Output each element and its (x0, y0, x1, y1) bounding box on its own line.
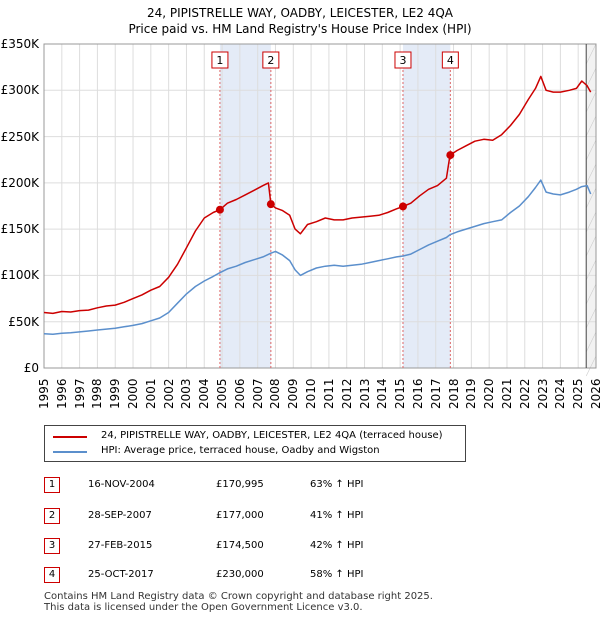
sale-marker-label: 3 (399, 54, 406, 67)
y-tick-label: £350K (0, 37, 39, 51)
forecast-hatch (585, 283, 597, 305)
forecast-region (586, 44, 596, 368)
transaction-hpi: 63% ↑ HPI (310, 479, 364, 490)
sale-period-shade (219, 44, 271, 368)
y-tick-label: £150K (0, 222, 39, 237)
sale-marker-label: 4 (447, 54, 454, 67)
transaction-price: £230,000 (216, 569, 264, 580)
footer-copyright: Contains HM Land Registry data © Crown c… (44, 591, 433, 602)
plot-frame (43, 43, 597, 369)
footer-licence: This data is licensed under the Open Gov… (44, 602, 363, 613)
hpi-line (43, 179, 592, 335)
sale-point (398, 202, 407, 211)
transaction-price: £177,000 (216, 510, 264, 521)
legend-label-property: 24, PIPISTRELLE WAY, OADBY, LEICESTER, L… (101, 430, 443, 441)
transaction-price: £174,500 (216, 540, 264, 551)
transaction-date: 27-FEB-2015 (88, 540, 153, 551)
sale-marker-box (394, 51, 412, 69)
price-chart: 1 2 3 4 (43, 43, 597, 377)
sale-point (215, 205, 224, 214)
y-tick-label: £250K (0, 129, 39, 144)
y-tick-label: £100K (0, 268, 39, 283)
transaction-hpi: 41% ↑ HPI (310, 510, 364, 521)
transaction-marker: 4 (44, 567, 60, 583)
y-tick-label: £0 (23, 361, 39, 375)
legend: 24, PIPISTRELLE WAY, OADBY, LEICESTER, L… (44, 425, 466, 462)
sale-marker-label: 2 (267, 54, 274, 67)
forecast-hatch (585, 307, 597, 329)
forecast-hatch (585, 355, 597, 377)
forecast-hatch (585, 139, 597, 161)
sale-point (446, 151, 455, 160)
transaction-date: 25-OCT-2017 (88, 569, 154, 580)
forecast-hatch (585, 67, 597, 89)
transaction-hpi: 42% ↑ HPI (310, 540, 364, 551)
transaction-marker: 3 (44, 538, 60, 554)
plot-area (44, 44, 596, 368)
sale-marker-label: 1 (216, 54, 223, 67)
legend-swatch-hpi (53, 451, 87, 453)
transaction-hpi: 58% ↑ HPI (310, 569, 364, 580)
y-tick-label: £300K (0, 83, 39, 98)
transaction-date: 28-SEP-2007 (88, 510, 152, 521)
legend-swatch-property (53, 436, 87, 438)
y-tick-label: £200K (0, 175, 39, 190)
transaction-date: 16-NOV-2004 (88, 479, 155, 490)
sale-marker-box (211, 51, 229, 69)
y-tick-label: £50K (8, 314, 39, 329)
forecast-hatch (585, 43, 597, 65)
forecast-hatch (585, 115, 597, 137)
legend-label-hpi: HPI: Average price, terraced house, Oadb… (101, 445, 380, 456)
chart-title: 24, PIPISTRELLE WAY, OADBY, LEICESTER, L… (146, 6, 454, 20)
forecast-hatch (585, 91, 597, 113)
forecast-hatch (585, 163, 597, 185)
forecast-hatch (585, 259, 597, 281)
sale-period-shade (402, 44, 451, 368)
sale-marker-box (262, 51, 280, 69)
sale-marker-box (441, 51, 459, 69)
forecast-hatch (585, 331, 597, 353)
forecast-hatch (585, 235, 597, 257)
forecast-hatch (585, 187, 597, 209)
transaction-marker: 1 (44, 477, 60, 493)
sale-point (266, 200, 275, 209)
chart-subtitle: Price paid vs. HM Land Registry's House … (128, 22, 472, 36)
property-price-line (43, 75, 592, 315)
transaction-price: £170,995 (216, 479, 264, 490)
transaction-marker: 2 (44, 508, 60, 524)
